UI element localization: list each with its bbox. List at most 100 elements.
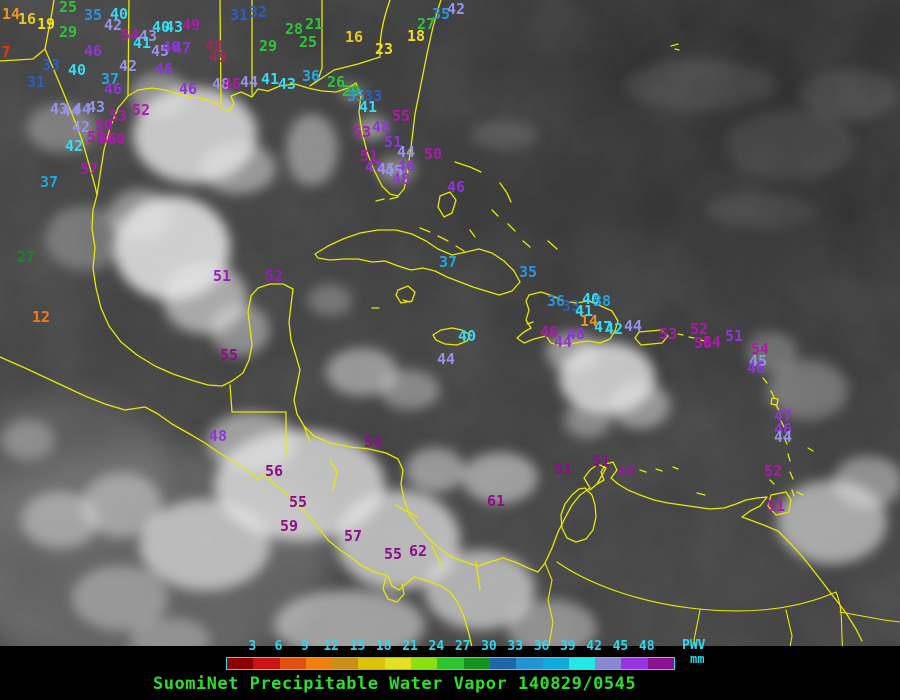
station-pwv-value: 28 <box>284 19 304 38</box>
virgin-islands <box>677 333 706 342</box>
station-pwv-value: 42 <box>118 56 138 75</box>
station-pwv-value: 51 <box>383 132 403 151</box>
station-pwv-value: 53 <box>658 324 678 343</box>
isle-of-youth <box>395 285 416 304</box>
station-pwv-value: 41 <box>260 69 280 88</box>
station-pwv-value: 57 <box>343 526 363 545</box>
station-pwv-value: 52 <box>131 100 151 119</box>
station-pwv-value: 48 <box>211 74 231 93</box>
colorbar-segment <box>647 658 675 669</box>
station-pwv-value: 43 <box>164 17 184 36</box>
station-pwv-value: 42 <box>64 136 84 155</box>
station-pwv-value: 56 <box>98 129 118 148</box>
station-pwv-value: 40 <box>67 60 87 79</box>
station-pwv-value: 42 <box>604 319 624 338</box>
station-pwv-value: 25 <box>298 32 318 51</box>
station-pwv-value: 46 <box>178 79 198 98</box>
station-pwv-value: 62 <box>408 541 428 560</box>
lake-maracaibo <box>560 483 598 543</box>
station-pwv-value: 7 <box>1 42 11 61</box>
station-pwv-value: 54 <box>750 339 770 358</box>
station-pwv-value: 51 <box>724 326 744 345</box>
gonave-island <box>526 321 534 325</box>
colorbar-segment <box>358 658 385 669</box>
hispaniola <box>516 291 619 347</box>
station-pwv-value: 48 <box>204 36 224 55</box>
station-pwv-value: 33 <box>41 55 61 74</box>
station-pwv-value: 35 <box>431 4 451 23</box>
colorbar-tick-label: 42 <box>586 639 602 654</box>
cayman-islands <box>371 299 411 309</box>
colorbar-tick-label: 21 <box>402 639 418 654</box>
station-pwv-value: 51 <box>553 459 573 478</box>
station-pwv-value: 14 <box>579 311 599 330</box>
station-pwv-value: 46 <box>161 37 181 56</box>
us-gulf-coast <box>96 0 442 197</box>
pwv-scale-label: PWV <box>682 638 706 653</box>
station-pwv-value: 57 <box>79 159 99 178</box>
station-pwv-value: 60 <box>106 129 126 148</box>
colorbar-segment <box>595 658 622 669</box>
station-pwv-value: 43 <box>49 99 69 118</box>
station-pwv-value: 44 <box>239 72 259 91</box>
station-pwv-value: 35 <box>346 86 366 105</box>
station-pwv-value: 29 <box>341 81 361 100</box>
station-pwv-value: 51 <box>591 451 611 470</box>
station-pwv-value: 45 <box>150 41 170 60</box>
station-pwv-value: 31 <box>229 5 249 24</box>
station-pwv-value: 50 <box>94 115 114 134</box>
pwv-colorbar <box>226 657 675 670</box>
station-pwv-value: 46 <box>773 419 793 438</box>
colorbar-segment <box>227 658 254 669</box>
station-pwv-value: 46 <box>446 177 466 196</box>
colorbar-segment <box>253 658 280 669</box>
station-pwv-value: 47 <box>364 157 384 176</box>
station-pwv-value: 48 <box>391 169 411 188</box>
station-pwv-value: 37 <box>100 69 120 88</box>
cuba <box>314 229 521 296</box>
station-pwv-value: 46 <box>222 74 242 93</box>
station-pwv-value: 51 <box>359 146 379 165</box>
station-pwv-value: 33 <box>363 86 383 105</box>
colorbar-tick-label: 24 <box>428 639 445 654</box>
station-pwv-value: 37 <box>39 172 59 191</box>
rio-grande <box>44 48 98 196</box>
station-pwv-value: 54 <box>702 332 722 351</box>
station-pwv-value: 29 <box>258 36 278 55</box>
colorbar-segment <box>384 658 412 669</box>
station-pwv-value: 44 <box>623 316 643 335</box>
station-pwv-value: 48 <box>616 461 636 480</box>
station-pwv-value: 36 <box>301 66 321 85</box>
station-pwv-value: 31 <box>26 72 46 91</box>
station-pwv-value: 59 <box>279 516 299 535</box>
colorbar-tick-label: 12 <box>323 639 339 654</box>
station-pwv-value: 14 <box>1 4 21 23</box>
station-pwv-value: 53 <box>352 122 372 141</box>
station-pwv-value: 16 <box>17 9 37 28</box>
colorbar-tick-label: 39 <box>559 639 576 654</box>
station-pwv-value: 55 <box>86 127 106 146</box>
station-pwv-value: 45 <box>384 161 404 180</box>
station-pwv-value: 41 <box>132 33 152 52</box>
station-pwv-value: 19 <box>36 14 56 33</box>
station-pwv-value: 41 <box>574 301 594 320</box>
station-pwv-value: 54 <box>120 25 140 44</box>
trinidad <box>767 491 792 516</box>
colorbar-segment <box>542 658 569 669</box>
station-pwv-value: 55 <box>383 544 403 563</box>
station-pwv-value: 18 <box>406 26 426 45</box>
bermuda <box>670 43 680 51</box>
colorbar-tick-label: 6 <box>274 639 283 654</box>
station-pwv-value: 44 <box>773 427 793 446</box>
station-pwv-value: 43 <box>86 97 106 116</box>
colorbar-tick-label: 45 <box>612 639 629 654</box>
station-pwv-value: 51 <box>212 266 232 285</box>
station-pwv-value: 16 <box>344 27 364 46</box>
colorbar-segment <box>489 658 517 669</box>
station-pwv-value: 12 <box>31 307 51 326</box>
station-pwv-value: 47 <box>593 317 613 336</box>
station-pwv-value: 48 <box>208 426 228 445</box>
station-pwv-value: 61 <box>486 491 506 510</box>
